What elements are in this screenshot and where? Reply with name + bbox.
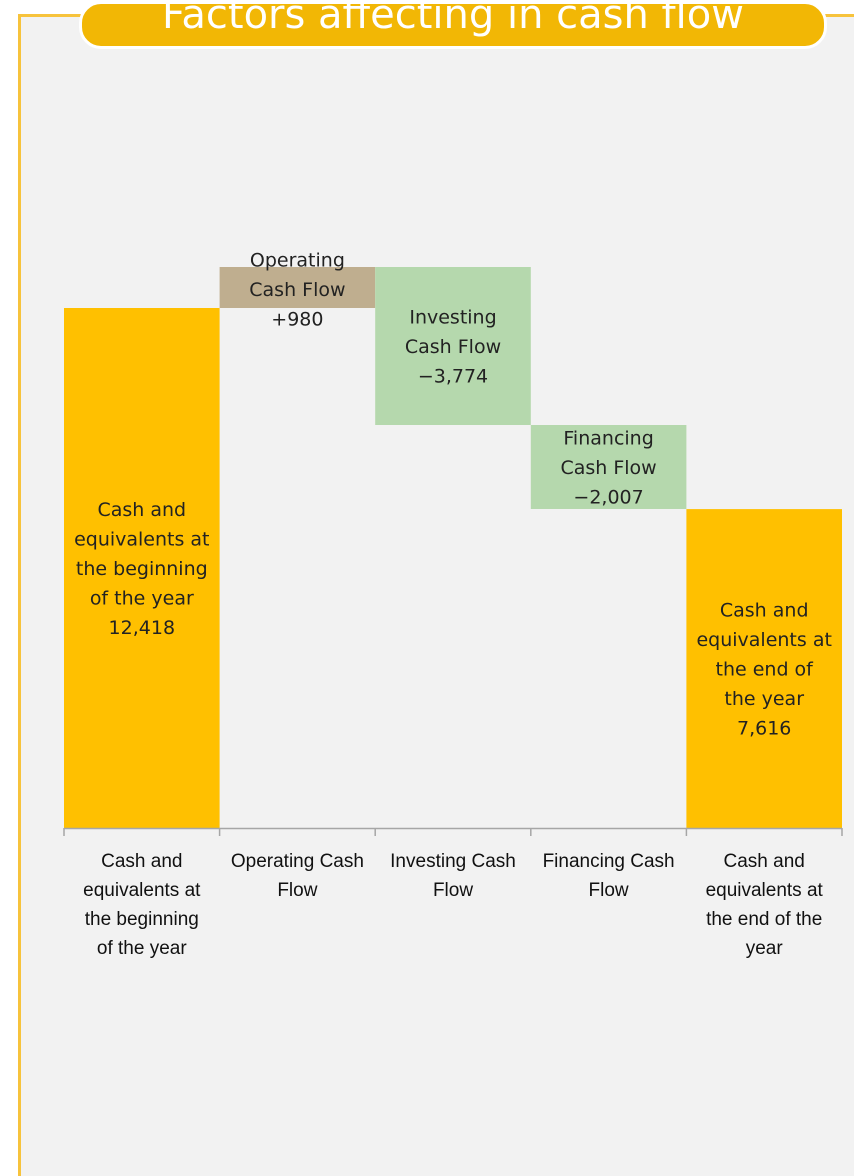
bar-label-line: equivalents at	[696, 629, 831, 651]
title-tab: Factors affecting in cash flow	[79, 1, 827, 49]
bar-label-2: Operating Cash Flow +980	[249, 250, 345, 331]
category-label-line: equivalents at	[83, 880, 201, 901]
bar-label-line: Financing	[563, 428, 653, 450]
category-label-5: Cash and equivalents at the end of the year	[706, 851, 824, 959]
bar-3	[375, 267, 531, 425]
bar-2	[219, 267, 376, 308]
category-label-line: Flow	[277, 880, 317, 901]
category-label-line: the beginning	[85, 909, 199, 930]
bar-label-line: Cash Flow	[560, 457, 656, 479]
bar-label-line: +980	[271, 309, 323, 331]
category-label-line: Operating Cash	[231, 851, 364, 872]
bar-label-line: the year	[724, 688, 804, 710]
bar-label-line: of the year	[90, 588, 194, 610]
category-label-line: Flow	[589, 880, 629, 901]
category-label-line: equivalents at	[706, 880, 824, 901]
category-label-line: Financing Cash	[543, 851, 675, 872]
bar-1	[64, 308, 220, 828]
bar-4	[530, 425, 687, 509]
category-label-2: Operating Cash Flow	[231, 851, 364, 901]
category-label-4: Financing Cash Flow	[543, 851, 675, 901]
bar-label-line: Cash Flow	[405, 336, 501, 358]
category-label-line: Cash and	[724, 851, 805, 872]
chart-title: Factors affecting in cash flow	[162, 1, 744, 38]
category-label-line: Investing Cash	[390, 851, 516, 872]
bar-label-4: Financing Cash Flow −2,007	[560, 428, 656, 509]
bar-label-line: Cash and	[720, 600, 809, 622]
category-label-line: year	[746, 938, 784, 959]
bar-label-line: 12,418	[109, 617, 175, 639]
category-label-line: the end of the	[706, 909, 822, 930]
bar-label-line: equivalents at	[74, 529, 209, 551]
bar-label-line: Cash Flow	[249, 279, 345, 301]
category-label-1: Cash and equivalents at the beginning of th…	[83, 851, 201, 959]
category-label-line: Flow	[433, 880, 473, 901]
category-label-3: Investing Cash Flow	[390, 851, 516, 901]
bar-label-3: Investing Cash Flow −3,774	[405, 307, 501, 388]
bar-label-line: Cash and	[97, 499, 186, 521]
bar-label-line: 7,616	[737, 718, 791, 740]
bar-label-5: Cash and equivalents at the end of the year…	[696, 600, 831, 740]
bar-label-line: −2,007	[573, 487, 643, 509]
bar-label-line: Operating	[250, 250, 345, 272]
bar-label-line: the beginning	[76, 558, 208, 580]
bar-5	[686, 509, 842, 828]
bar-label-line: −3,774	[418, 366, 488, 388]
bar-label-1: Cash and equivalents at the beginning of th…	[74, 499, 209, 639]
category-label-line: Cash and	[101, 851, 182, 872]
bar-label-line: the end of	[716, 659, 815, 681]
bar-label-line: Investing	[409, 307, 496, 329]
category-label-line: of the year	[97, 938, 187, 959]
